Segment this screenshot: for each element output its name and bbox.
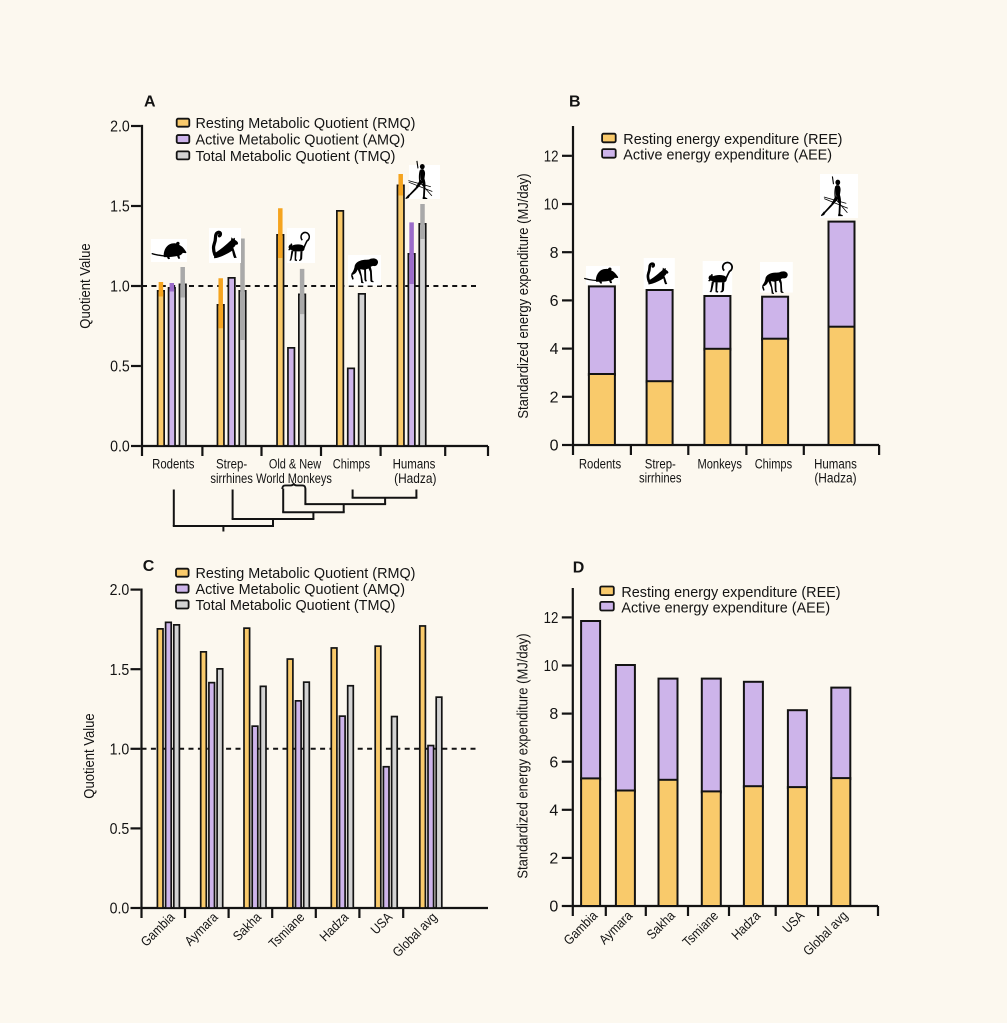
- svg-text:A: A: [144, 93, 156, 110]
- svg-text:Resting Metabolic Quotient (RM: Resting Metabolic Quotient (RMQ): [196, 566, 416, 582]
- svg-text:2.0: 2.0: [110, 119, 130, 136]
- svg-text:sirrhines: sirrhines: [639, 471, 682, 486]
- svg-text:Resting Metabolic Quotient (RM: Resting Metabolic Quotient (RMQ): [196, 116, 416, 132]
- svg-text:Standardized energy expenditur: Standardized energy expenditure (MJ/day): [515, 633, 532, 878]
- svg-text:10: 10: [544, 197, 559, 214]
- svg-text:Total Metabolic Quotient (TMQ): Total Metabolic Quotient (TMQ): [196, 149, 396, 165]
- svg-text:Active energy expenditure (AEE: Active energy expenditure (AEE): [623, 148, 832, 164]
- svg-text:6: 6: [549, 754, 558, 771]
- svg-text:0.5: 0.5: [110, 821, 130, 838]
- svg-text:D: D: [573, 560, 585, 577]
- svg-text:Active energy expenditure (AEE: Active energy expenditure (AEE): [621, 600, 830, 616]
- svg-text:Chimps: Chimps: [333, 457, 371, 472]
- svg-text:(Hadza): (Hadza): [394, 471, 436, 486]
- svg-text:10: 10: [544, 658, 559, 675]
- svg-text:0: 0: [550, 438, 559, 455]
- svg-text:Active Metabolic Quotient (AMQ: Active Metabolic Quotient (AMQ): [196, 582, 406, 598]
- svg-text:8: 8: [550, 245, 559, 262]
- svg-text:Monkeys: Monkeys: [697, 457, 742, 472]
- svg-text:Quotient Value: Quotient Value: [77, 243, 94, 328]
- svg-text:4: 4: [550, 341, 559, 358]
- svg-text:C: C: [143, 558, 155, 575]
- svg-text:0.0: 0.0: [110, 901, 130, 918]
- svg-text:2: 2: [550, 389, 559, 406]
- svg-text:2: 2: [549, 851, 558, 868]
- svg-text:Rodents: Rodents: [152, 457, 195, 472]
- svg-text:Active Metabolic Quotient (AMQ: Active Metabolic Quotient (AMQ): [196, 132, 406, 148]
- svg-text:World Monkeys: World Monkeys: [256, 471, 332, 486]
- svg-text:Old & New: Old & New: [269, 457, 322, 472]
- svg-text:sirrhines: sirrhines: [210, 471, 253, 486]
- svg-text:1.5: 1.5: [110, 662, 130, 679]
- svg-text:0.5: 0.5: [110, 359, 130, 376]
- svg-text:Resting energy expenditure (RE: Resting energy expenditure (REE): [623, 132, 842, 148]
- svg-text:12: 12: [544, 610, 559, 627]
- svg-text:Quotient Value: Quotient Value: [81, 713, 98, 798]
- svg-text:(Hadza): (Hadza): [814, 471, 856, 486]
- svg-text:12: 12: [544, 148, 559, 165]
- svg-text:1.0: 1.0: [110, 741, 130, 758]
- svg-text:Rodents: Rodents: [579, 457, 622, 472]
- svg-text:4: 4: [549, 802, 558, 819]
- svg-text:Chimps: Chimps: [755, 457, 793, 472]
- svg-text:2.0: 2.0: [110, 582, 130, 599]
- svg-text:1.5: 1.5: [110, 199, 130, 216]
- svg-text:Total Metabolic Quotient (TMQ): Total Metabolic Quotient (TMQ): [196, 598, 396, 614]
- svg-text:Strep-: Strep-: [645, 457, 676, 472]
- svg-text:Humans: Humans: [393, 457, 436, 472]
- svg-text:8: 8: [549, 706, 558, 723]
- svg-text:0.0: 0.0: [110, 439, 130, 456]
- svg-text:6: 6: [550, 293, 559, 310]
- svg-text:1.0: 1.0: [110, 279, 130, 296]
- svg-text:B: B: [569, 93, 581, 110]
- svg-text:Humans: Humans: [814, 457, 857, 472]
- svg-text:0: 0: [549, 899, 558, 916]
- svg-text:Strep-: Strep-: [216, 457, 247, 472]
- svg-text:Resting energy expenditure (RE: Resting energy expenditure (REE): [621, 585, 840, 601]
- svg-text:Standardized energy expenditur: Standardized energy expenditure (MJ/day): [515, 173, 532, 418]
